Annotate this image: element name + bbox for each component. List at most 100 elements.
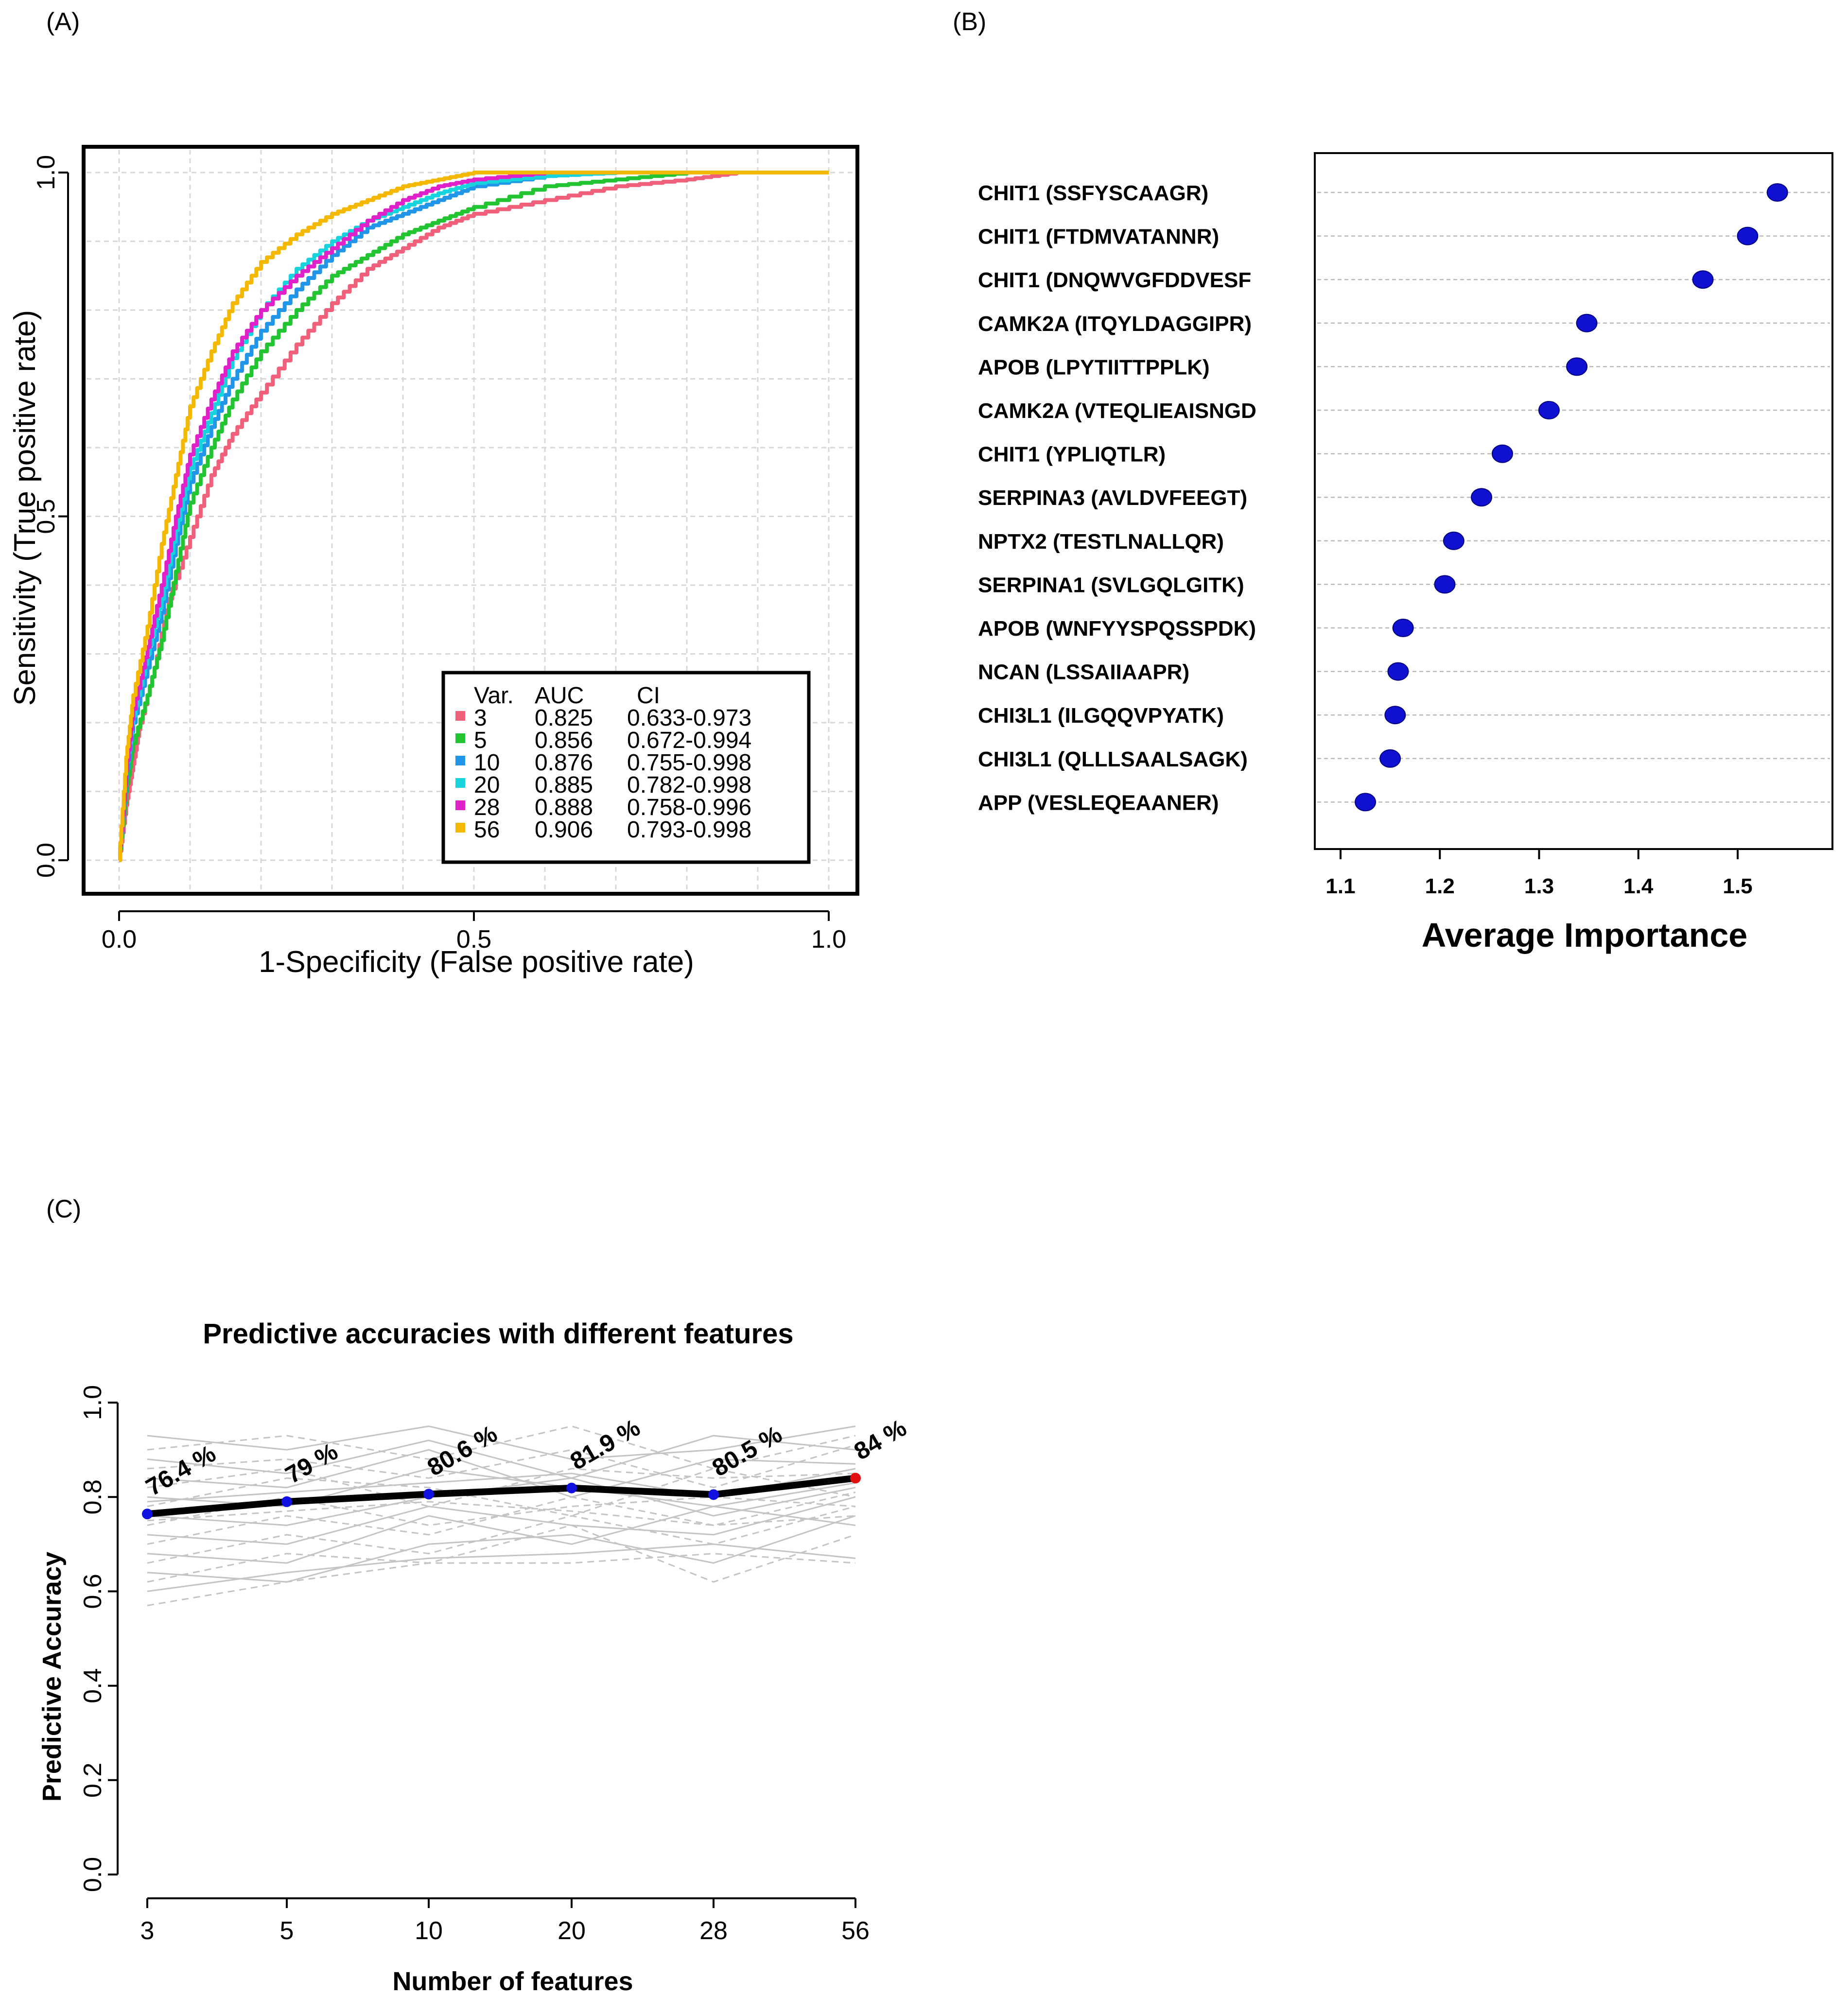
accuracy-background-line — [147, 1524, 856, 1583]
legend-var: 10 — [474, 750, 500, 776]
feature-label: CHIT1 (YPLIQTLR) — [978, 443, 1166, 467]
feature-label: SERPINA1 (SVLGQLGITK) — [978, 573, 1244, 597]
accuracy-point — [423, 1489, 434, 1500]
feature-label: CHI3L1 (QLLLSAALSAGK) — [978, 747, 1248, 771]
importance-chart: CHIT1 (SSFYSCAAGR) CHIT1 (FTDMVATANNR) CHI… — [978, 152, 1833, 954]
roc-legend-box — [441, 671, 811, 864]
importance-point — [1387, 662, 1409, 681]
legend-ci: 0.793-0.998 — [627, 817, 751, 843]
importance-point — [1692, 270, 1714, 289]
accuracy-x-axis-title: Number of features — [392, 1967, 633, 1996]
roc-curve-5 — [118, 171, 829, 862]
legend-swatch-10 — [455, 756, 465, 765]
feature-label: CHIT1 (SSFYSCAAGR) — [978, 181, 1208, 205]
accuracy-background-line — [147, 1553, 856, 1606]
accuracy-background-line — [147, 1425, 856, 1470]
legend-auc: 0.885 — [535, 772, 593, 798]
accuracy-y-tick-label: 0.6 — [79, 1574, 107, 1609]
roc-x-tick-label: 1.0 — [811, 925, 846, 954]
accuracy-point — [850, 1473, 861, 1484]
legend-swatch-28 — [455, 800, 465, 810]
importance-point — [1434, 575, 1456, 594]
roc-curve-20 — [118, 171, 829, 862]
legend-auc: 0.825 — [535, 705, 593, 731]
feature-label: CAMK2A (VTEQLIEAISNGD — [978, 399, 1256, 423]
feature-label: NCAN (LSSAIIAAPR) — [978, 660, 1189, 684]
accuracy-background-line — [147, 1496, 856, 1545]
legend-header-ci: CI — [637, 683, 660, 709]
feature-label: CHIT1 (DNQWVGFDDVESF — [978, 268, 1251, 292]
accuracy-point — [708, 1489, 719, 1500]
accuracy-y-axis-title: Predictive Accuracy — [37, 1552, 67, 1802]
importance-point — [1766, 183, 1788, 202]
roc-plot-frame — [82, 145, 859, 896]
accuracy-background-line — [147, 1506, 856, 1564]
importance-plot-frame — [1314, 152, 1833, 850]
feature-labels: CHIT1 (SSFYSCAAGR) CHIT1 (FTDMVATANNR) CHI… — [978, 181, 1256, 815]
accuracy-value-label: 80.5 % — [708, 1421, 787, 1482]
roc-y-tick-label: 0.0 — [32, 843, 60, 878]
accuracy-x-tick-label: 5 — [280, 1917, 294, 1945]
roc-curves — [118, 171, 829, 862]
roc-x-axis-title: 1-Specificity (False positive rate) — [259, 945, 694, 979]
importance-point — [1355, 793, 1377, 812]
legend-swatch-56 — [455, 823, 465, 833]
roc-x-tick-label: 0.5 — [456, 925, 491, 954]
accuracy-y-tick-label: 0.2 — [79, 1763, 107, 1798]
accuracy-point — [142, 1509, 153, 1520]
accuracy-x-tick-label: 3 — [140, 1917, 155, 1945]
importance-point — [1491, 444, 1513, 463]
legend-swatch-5 — [455, 733, 465, 743]
accuracy-line — [147, 1475, 856, 1518]
accuracy-point — [281, 1496, 292, 1507]
legend-auc: 0.906 — [535, 817, 593, 843]
importance-point — [1392, 619, 1414, 637]
importance-point — [1384, 706, 1406, 725]
importance-point — [1538, 401, 1560, 419]
roc-curve-28 — [118, 171, 829, 862]
feature-label: CHI3L1 (ILGQQVPYATK) — [978, 704, 1224, 728]
legend-ci: 0.672-0.994 — [627, 728, 751, 753]
importance-x-axis-title: Average Importance — [1422, 916, 1747, 954]
accuracy-point — [566, 1482, 577, 1493]
importance-x-tick-label: 1.3 — [1524, 874, 1554, 898]
legend-auc: 0.856 — [535, 728, 593, 753]
legend-ci: 0.755-0.998 — [627, 750, 751, 776]
roc-y-axis: 0.0 0.5 1.0 — [32, 155, 69, 878]
importance-x-axis: 1.1 1.2 1.3 1.4 1.5 — [1325, 849, 1753, 898]
roc-legend: Var. AUC CI 3 0.825 0.633-0.973 5 0.856 0.672… — [441, 671, 811, 864]
legend-var: 3 — [474, 705, 487, 731]
roc-y-tick-label: 1.0 — [32, 155, 60, 190]
accuracy-background-line — [147, 1435, 856, 1479]
accuracy-x-tick-label: 28 — [699, 1917, 728, 1945]
panel-b-label: (B) — [953, 8, 986, 36]
accuracy-x-tick-label: 10 — [415, 1917, 443, 1945]
accuracy-y-tick-label: 0.8 — [79, 1479, 107, 1514]
legend-header-var: Var. — [474, 683, 514, 709]
accuracy-background-line — [147, 1543, 856, 1592]
accuracy-background-line — [147, 1449, 856, 1498]
accuracy-chart: Predictive accuracies with different fea… — [37, 1318, 911, 1996]
importance-points — [1355, 183, 1788, 812]
accuracy-x-tick-label: 56 — [841, 1917, 870, 1945]
accuracy-background-line — [147, 1506, 856, 1564]
importance-point — [1443, 531, 1464, 550]
roc-curve-56 — [118, 171, 829, 862]
importance-point — [1379, 749, 1401, 768]
legend-auc: 0.876 — [535, 750, 593, 776]
legend-ci: 0.633-0.973 — [627, 705, 751, 731]
accuracy-value-label: 84 % — [850, 1414, 911, 1465]
accuracy-background-line — [147, 1515, 856, 1583]
legend-auc: 0.888 — [535, 795, 593, 820]
feature-label: CAMK2A (ITQYLDAGGIPR) — [978, 312, 1252, 336]
legend-var: 56 — [474, 817, 500, 843]
roc-y-tick-label: 0.5 — [32, 499, 60, 534]
feature-label: NPTX2 (TESTLNALLQR) — [978, 530, 1224, 554]
roc-curve-10 — [118, 171, 829, 862]
roc-chart: 0.0 0.5 1.0 0.0 0.5 1.0 1-Specificity (False… — [8, 145, 859, 979]
feature-label: APOB (LPYTIITTPPLK) — [978, 355, 1210, 379]
feature-label: APOB (WNFYYSPQSSPDK) — [978, 617, 1256, 641]
accuracy-background-line — [147, 1444, 856, 1489]
feature-label: SERPINA3 (AVLDVFEEGT) — [978, 486, 1247, 510]
